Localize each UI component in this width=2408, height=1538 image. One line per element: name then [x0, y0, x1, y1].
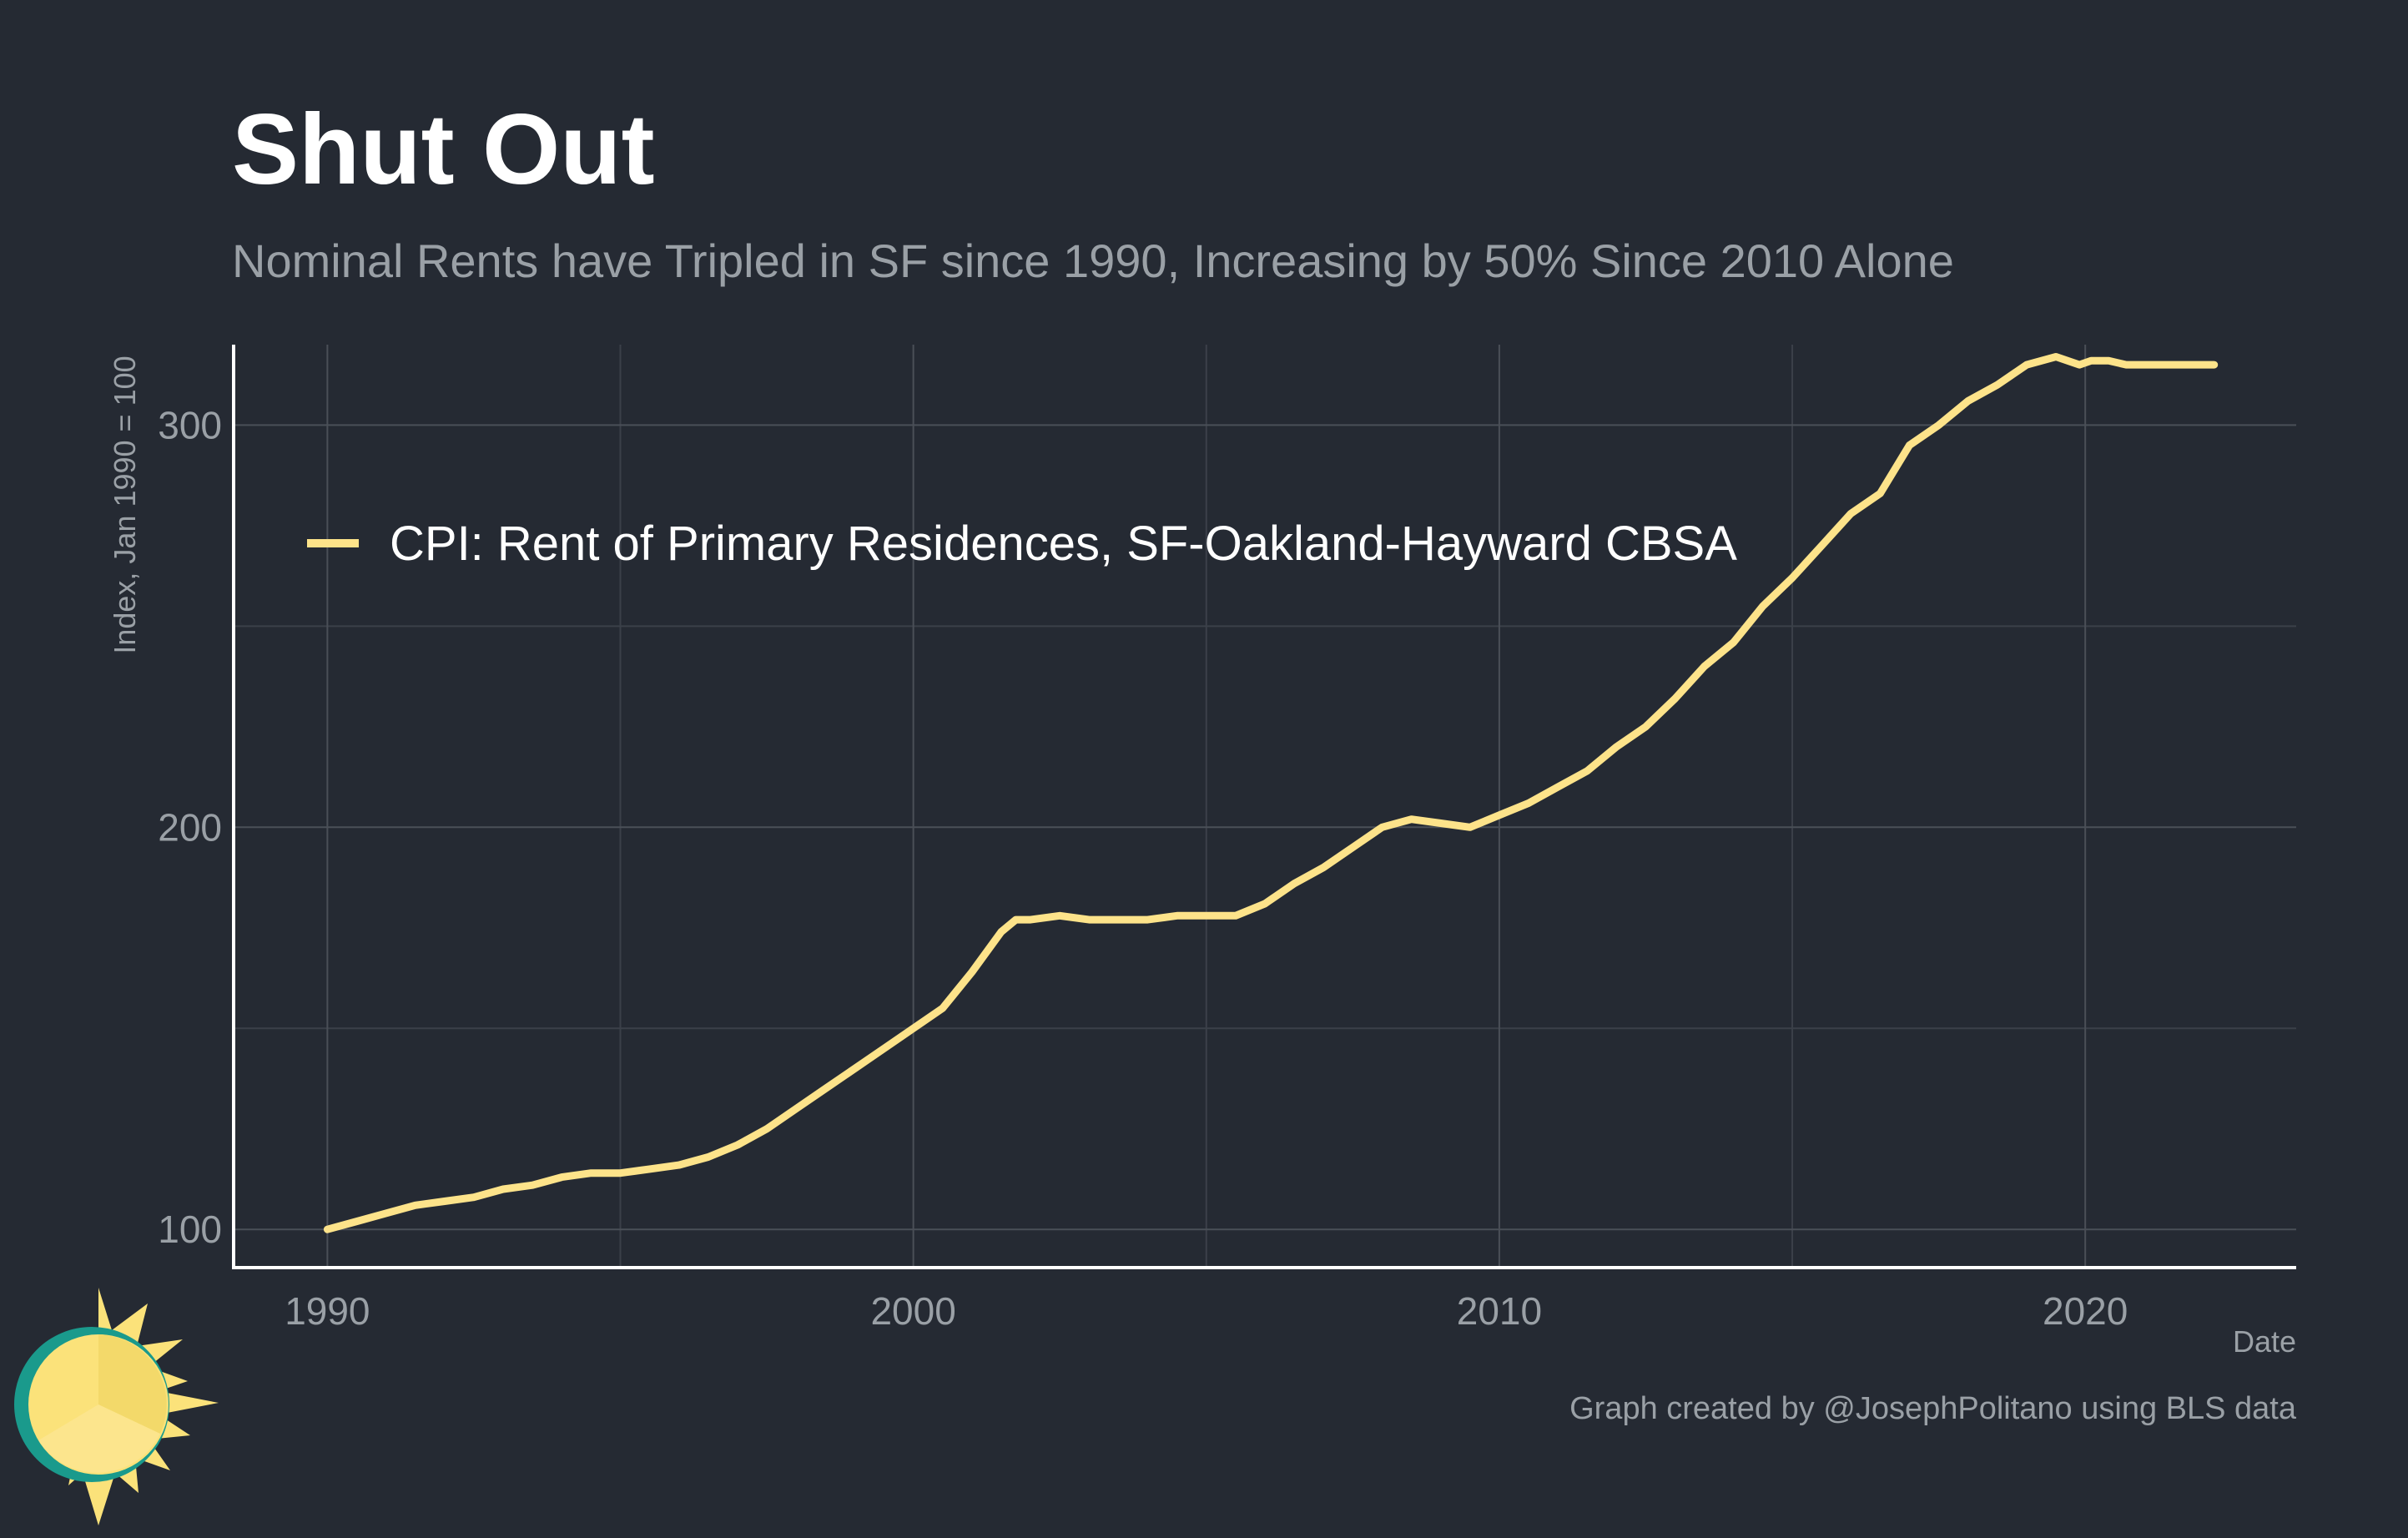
x-axis-title: Date	[2233, 1324, 2296, 1359]
plot-grid	[234, 345, 2296, 1268]
axes	[232, 345, 2296, 1269]
logo-sun-shade	[38, 1404, 160, 1473]
y-tick-label: 200	[158, 805, 222, 849]
x-tick-label: 1990	[285, 1289, 370, 1333]
y-axis-title: Index, Jan 1990 = 100	[108, 356, 142, 653]
series-layer	[323, 353, 2219, 1233]
y-tick-label: 300	[158, 403, 222, 446]
x-tick-label: 2010	[1457, 1289, 1542, 1333]
chart-title: Shut Out	[232, 93, 655, 205]
logo-sun-facet	[98, 1334, 167, 1434]
legend: CPI: Rent of Primary Residences, SF-Oakl…	[307, 517, 1737, 571]
tick-labels: 1990 2000 2010 2020 100 200 300	[158, 403, 2128, 1333]
chart-subtitle: Nominal Rents have Tripled in SF since 1…	[232, 234, 1954, 287]
y-tick-label: 100	[158, 1208, 222, 1251]
x-tick-label: 2020	[2043, 1289, 2128, 1333]
legend-label: CPI: Rent of Primary Residences, SF-Oakl…	[390, 517, 1737, 571]
x-tick-label: 2000	[870, 1289, 955, 1333]
series-line	[323, 353, 2219, 1233]
caption: Graph created by @JosephPolitano using B…	[1569, 1391, 2297, 1426]
sun-icon	[14, 1288, 219, 1525]
